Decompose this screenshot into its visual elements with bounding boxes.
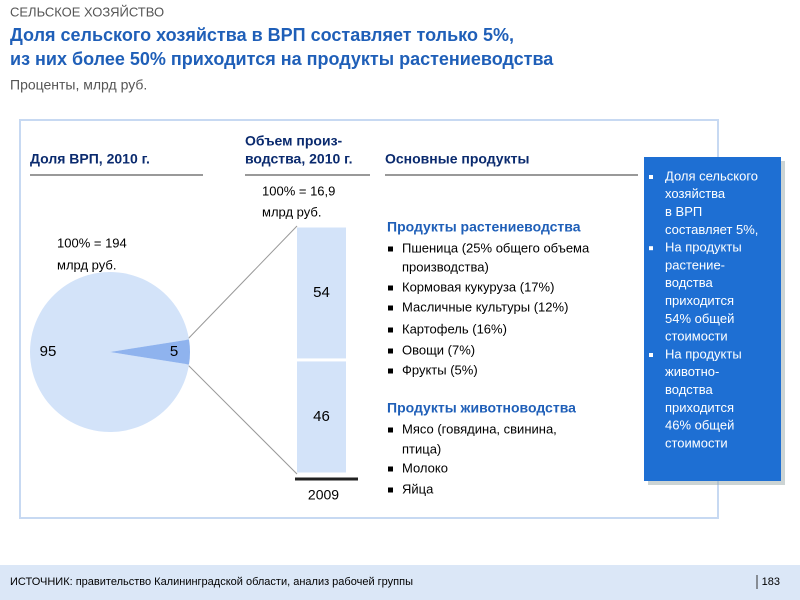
bullet (388, 487, 393, 493)
callout-text: составляет 5%, (665, 222, 758, 237)
pie-slice (30, 272, 190, 432)
list-item: Овощи (7%) (402, 342, 475, 357)
pie-total: 100% = 194 (57, 235, 127, 250)
section-title: Основные продукты (385, 151, 529, 167)
callout (644, 157, 781, 481)
list-item: Мясо (говядина, свинина, (402, 421, 557, 436)
list-item: Фрукты (5%) (402, 362, 478, 377)
list-item: Молоко (402, 460, 448, 475)
list-item: птица) (402, 441, 441, 456)
callout-text: водства (665, 382, 714, 397)
bullet (388, 368, 393, 374)
list-item: Масличные культуры (12%) (402, 299, 568, 314)
bullet (388, 246, 393, 252)
bullet (649, 246, 653, 251)
callout-text: приходится (665, 293, 734, 308)
callout-text: приходится (665, 400, 734, 415)
bullet (388, 466, 393, 472)
title-line: Доля сельского хозяйства в ВРП составляе… (10, 25, 514, 45)
callout-text: Доля сельского (665, 168, 758, 183)
section-title: Доля ВРП, 2010 г. (30, 151, 150, 167)
section-title: водства, 2010 г. (245, 151, 352, 167)
callout-text: На продукты (665, 240, 742, 255)
bar-label: 54 (313, 284, 330, 301)
source: ИСТОЧНИК: правительство Калининградской … (10, 576, 413, 588)
callout-text: животно- (665, 364, 719, 379)
callout-text: 54% общей (665, 311, 734, 326)
callout-text: 46% общей (665, 418, 734, 433)
connector (184, 361, 298, 475)
bullet (388, 285, 393, 291)
callout-text: стоимости (665, 329, 728, 344)
callout-text: водства (665, 275, 714, 290)
section-title: Объем произ- (245, 133, 343, 149)
list-item: Яйца (402, 481, 434, 496)
bar-total: 100% = 16,9 (262, 183, 335, 198)
bullet (388, 305, 393, 311)
callout-text: хозяйства (665, 186, 726, 201)
callout-text: в ВРП (665, 204, 702, 219)
slice-label: 95 (40, 343, 57, 360)
callout-text: стоимости (665, 435, 728, 450)
group-title: Продукты животноводства (387, 400, 576, 416)
footer (0, 565, 800, 600)
page-number: 183 (762, 576, 780, 588)
bullet (388, 348, 393, 354)
bullet (649, 353, 653, 357)
pie-total: млрд руб. (57, 257, 116, 272)
bar-segment (297, 227, 346, 359)
bar-total: млрд руб. (262, 204, 321, 219)
list-item: Картофель (16%) (402, 321, 507, 336)
pie-slice (110, 339, 190, 365)
connector (184, 225, 298, 343)
bar-label: 46 (313, 408, 330, 425)
bullet (388, 427, 393, 433)
title-line: из них более 50% приходится на продукты … (10, 49, 554, 69)
list-item: производства) (402, 259, 489, 274)
bar-segment (297, 361, 346, 473)
x-tick-label: 2009 (308, 487, 339, 503)
list-item: Пшеница (25% общего объема (402, 240, 590, 255)
callout-text: растение- (665, 257, 725, 272)
subtitle: Проценты, млрд руб. (10, 77, 147, 93)
bullet (649, 175, 653, 179)
bullet (388, 327, 393, 333)
slice-label: 5 (170, 343, 178, 360)
callout-text: На продукты (665, 346, 742, 361)
list-item: Кормовая кукуруза (17%) (402, 279, 554, 294)
kicker: СЕЛЬСКОЕ ХОЗЯЙСТВО (10, 4, 164, 19)
group-title: Продукты растениеводства (387, 219, 581, 235)
